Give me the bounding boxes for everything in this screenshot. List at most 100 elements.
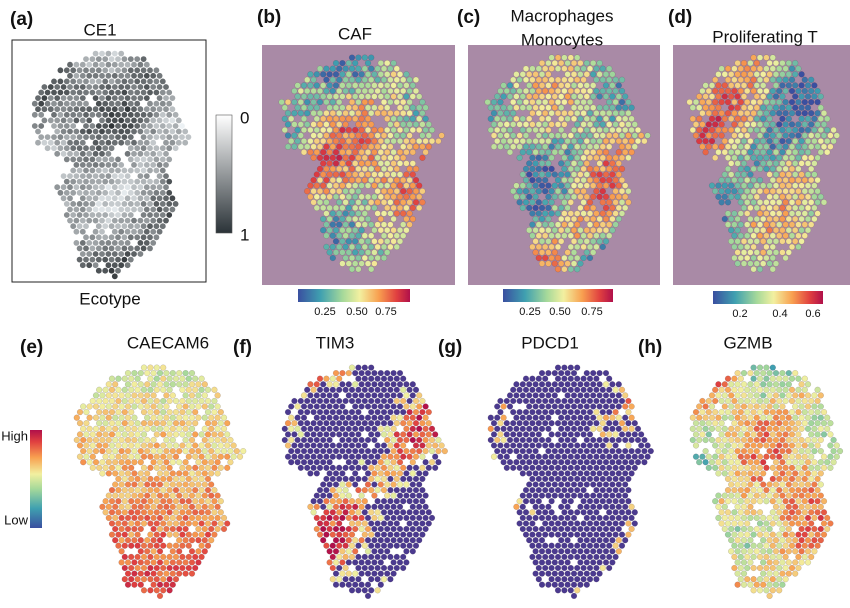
spot: [767, 493, 773, 499]
spot: [773, 238, 779, 244]
spot: [802, 88, 808, 94]
spot: [381, 443, 387, 449]
spot: [180, 376, 186, 382]
spot: [346, 205, 352, 211]
spot: [565, 83, 571, 89]
spot: [359, 261, 365, 267]
spot: [308, 194, 314, 200]
spot: [324, 66, 330, 72]
spot: [180, 398, 186, 404]
spot: [93, 393, 99, 399]
spot: [796, 99, 802, 105]
spot: [780, 471, 786, 477]
spot: [533, 471, 539, 477]
spot: [562, 199, 568, 205]
spot: [552, 515, 558, 521]
spot: [80, 195, 86, 201]
spot: [173, 409, 179, 415]
spot: [343, 222, 349, 228]
spot: [413, 498, 419, 504]
spot: [330, 144, 336, 150]
spot: [783, 255, 789, 261]
spot: [336, 66, 342, 72]
spot: [99, 173, 105, 179]
spot: [122, 532, 128, 538]
spot: [362, 177, 368, 183]
spot: [581, 498, 587, 504]
spot: [183, 426, 189, 432]
spot: [346, 194, 352, 200]
spot: [786, 138, 792, 144]
spot: [86, 129, 92, 135]
spot: [397, 138, 403, 144]
spot: [796, 144, 802, 150]
spot: [378, 537, 384, 543]
spot: [783, 77, 789, 83]
spot: [109, 387, 115, 393]
spot: [600, 166, 606, 172]
spot: [359, 127, 365, 133]
spot: [539, 493, 545, 499]
spot: [138, 129, 144, 135]
spot: [796, 222, 802, 228]
spot: [578, 415, 584, 421]
spot: [725, 88, 731, 94]
spot: [562, 365, 568, 371]
spot: [523, 465, 529, 471]
spot: [828, 144, 834, 150]
spot: [352, 238, 358, 244]
spot: [292, 443, 298, 449]
spot: [362, 133, 368, 139]
spot: [584, 515, 590, 521]
spot: [757, 155, 763, 161]
spot: [805, 437, 811, 443]
spot: [320, 393, 326, 399]
spot: [308, 448, 314, 454]
spot: [716, 183, 722, 189]
spot: [304, 77, 310, 83]
spot: [378, 548, 384, 554]
spot: [391, 94, 397, 100]
spot: [132, 471, 138, 477]
spot: [578, 205, 584, 211]
spot: [792, 415, 798, 421]
spot: [584, 482, 590, 488]
spot: [716, 437, 722, 443]
spot: [796, 420, 802, 426]
spot: [709, 83, 715, 89]
spot: [131, 84, 137, 90]
spot: [748, 138, 754, 144]
spot: [606, 521, 612, 527]
spot: [754, 94, 760, 100]
spot: [375, 587, 381, 593]
spot: [744, 409, 750, 415]
spot: [96, 79, 102, 85]
spot: [394, 244, 400, 250]
spot: [416, 493, 422, 499]
spot: [780, 127, 786, 133]
spot: [356, 266, 362, 272]
spot: [378, 194, 384, 200]
spot: [690, 105, 696, 111]
spot: [147, 168, 153, 174]
spot: [106, 118, 112, 124]
spot: [74, 151, 80, 157]
spot: [773, 482, 779, 488]
spot: [738, 409, 744, 415]
spot: [292, 88, 298, 94]
spot: [510, 88, 516, 94]
spot: [432, 465, 438, 471]
spot: [166, 157, 172, 163]
spot: [757, 420, 763, 426]
spot: [170, 548, 176, 554]
spot: [590, 426, 596, 432]
spot: [776, 465, 782, 471]
spot: [144, 106, 150, 112]
spot: [138, 184, 144, 190]
spot: [510, 99, 516, 105]
spot: [507, 426, 513, 432]
spot: [340, 537, 346, 543]
spot: [700, 110, 706, 116]
spot: [805, 493, 811, 499]
spot: [514, 194, 520, 200]
